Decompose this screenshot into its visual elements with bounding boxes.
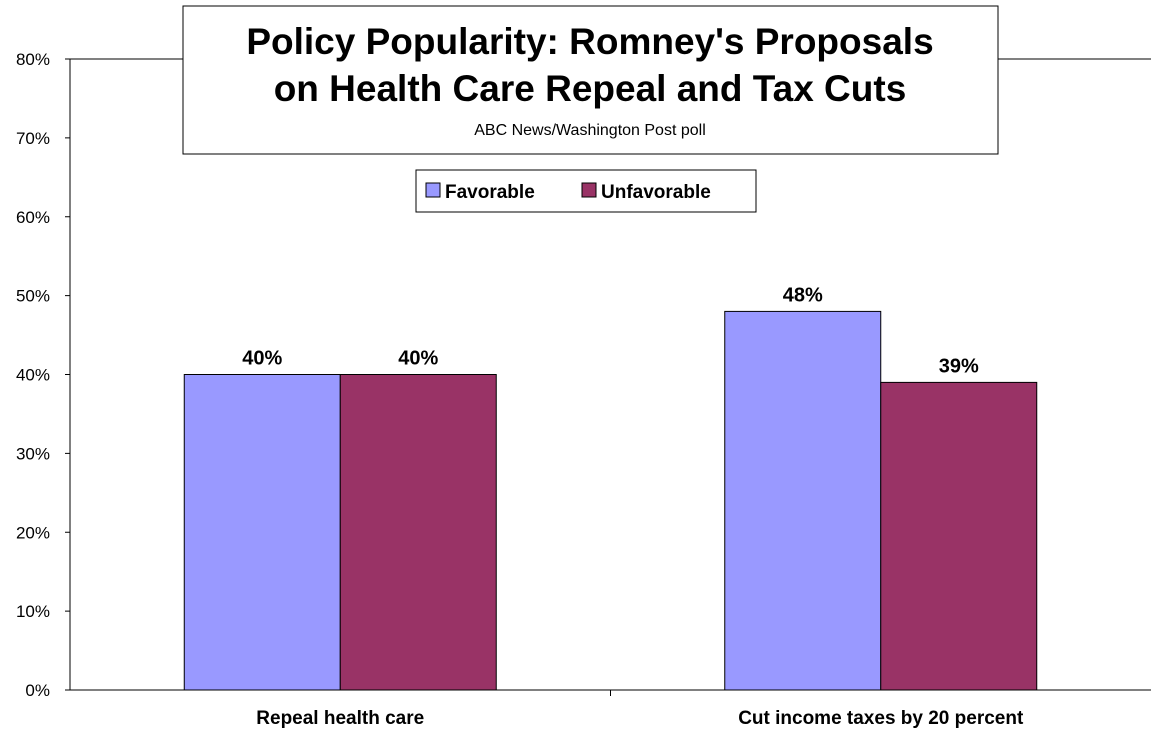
chart-subtitle: ABC News/Washington Post poll: [474, 122, 706, 139]
y-tick-label: 0%: [25, 681, 50, 700]
chart-title-line-1: Policy Popularity: Romney's Proposals: [246, 21, 933, 62]
data-label: 39%: [939, 355, 979, 377]
bar-favorable-2: [724, 310, 882, 691]
y-tick-label: 40%: [16, 366, 50, 385]
legend-label-unfavorable: Unfavorable: [601, 182, 711, 203]
y-tick-label: 50%: [16, 287, 50, 306]
y-tick-label: 30%: [16, 444, 50, 463]
y-tick-label: 20%: [16, 523, 50, 542]
bar-unfavorable-2: [880, 381, 1038, 691]
y-tick-label: 70%: [16, 129, 50, 148]
data-label: 40%: [398, 348, 438, 370]
legend: Favorable Unfavorable: [415, 169, 757, 213]
x-category-label: Repeal health care: [256, 708, 424, 729]
x-category-label: Cut income taxes by 20 percent: [738, 708, 1024, 729]
y-tick-label: 10%: [16, 602, 50, 621]
bar-unfavorable-1: [339, 374, 497, 691]
bars: [183, 310, 1038, 691]
chart-title-line-2: on Health Care Repeal and Tax Cuts: [274, 68, 907, 109]
bar-favorable-1: [183, 374, 341, 691]
legend-label-favorable: Favorable: [445, 182, 535, 203]
data-label: 48%: [783, 284, 823, 306]
y-tick-label: 80%: [16, 50, 50, 69]
y-tick-label: 60%: [16, 208, 50, 227]
legend-swatch-unfavorable: [581, 182, 597, 198]
axes: 0% 10% 20% 30% 40% 50% 60% 70% 80% Repeal health …: [16, 50, 1151, 729]
legend-swatch-favorable: [425, 182, 441, 198]
data-labels: 40% 40% 48% 39%: [242, 284, 979, 377]
title-box: Policy Popularity: Romney's Proposals on…: [182, 5, 999, 155]
data-label: 40%: [242, 348, 282, 370]
